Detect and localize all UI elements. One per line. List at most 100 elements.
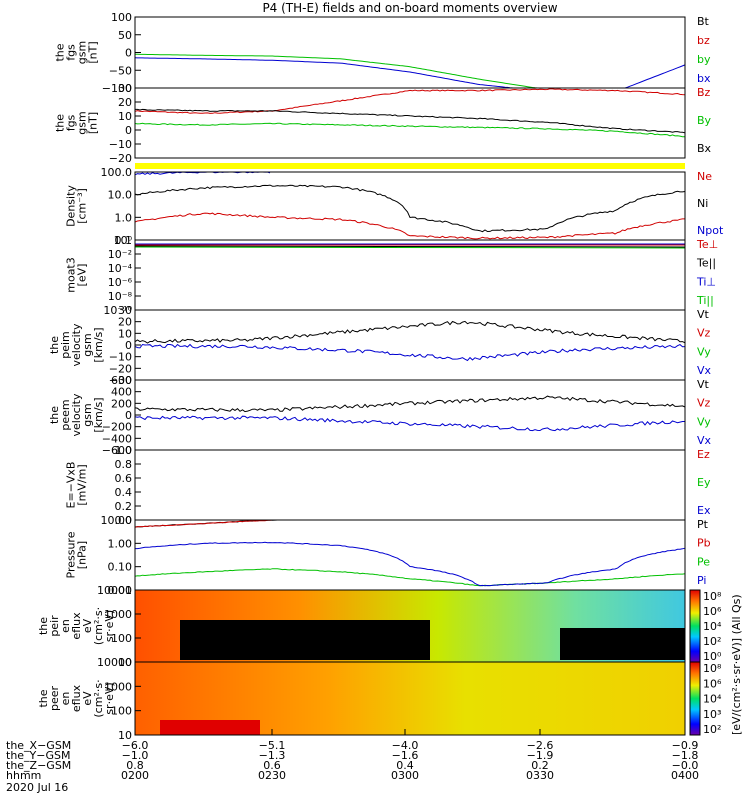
ylabel-temperature: moat3 (65, 257, 78, 293)
ytick-label: 10⁻¹⁰ (103, 304, 132, 317)
peir-low-flux-region-2 (560, 628, 685, 660)
series-by-line (134, 122, 685, 138)
xaxis-value: −6.0 (122, 739, 149, 752)
ylabel-peir-spectrogram: eV (81, 618, 94, 633)
colorbar-tick: 10² (703, 723, 721, 736)
colorbar-tick: 10⁴ (703, 620, 722, 633)
ytick-label: 0 (125, 47, 132, 60)
legend-bt: Bt (697, 15, 710, 28)
ylabel-efield: [mV/m] (76, 464, 89, 505)
ytick-label: 20 (118, 96, 132, 109)
legend-ey: Ey (697, 476, 711, 489)
colorbar-tick: 10⁶ (703, 677, 722, 690)
ylabel-peer-spectrogram: (cm²·s· (92, 679, 105, 717)
temperature-green-line (134, 246, 686, 249)
ylabel-peem-velocity: [km/s] (92, 397, 105, 432)
legend-by: by (697, 53, 711, 66)
ylabel-peir-spectrogram: peir (48, 615, 61, 637)
legend-ni: Ni (697, 197, 708, 210)
panel-frame-peem-velocity (134, 379, 686, 451)
ytick-label: 10⁻⁶ (108, 276, 133, 289)
legend-by: By (697, 114, 712, 127)
ylabel-peim-velocity: [km/s] (92, 327, 105, 362)
legend-vy: Vy (697, 345, 711, 358)
ytick-label: 100 (111, 632, 132, 645)
legend-bx: bx (697, 72, 711, 85)
colorbar-tick: 10⁸ (703, 662, 722, 675)
xaxis-value: −2.6 (527, 739, 554, 752)
legend-bz: bz (697, 34, 710, 47)
ylabel-peim-velocity: peim (59, 331, 72, 359)
ytick-label: 0.4 (115, 486, 133, 499)
legend-bz: Bz (697, 86, 711, 99)
panel-frame-fgs-gsm-zoom (134, 87, 686, 159)
ytick-label: 0.8 (115, 458, 133, 471)
ytick-label: 400 (111, 386, 132, 399)
xaxis-value: 0.4 (396, 759, 414, 772)
ylabel-fgs-gsm-zoom: the (54, 114, 67, 132)
ytick-label: 0.10 (108, 561, 133, 574)
ytick-label: 0 (125, 339, 132, 352)
ylabel-peir-spectrogram: the (37, 617, 50, 635)
ylabel-fgs-gsm-zoom: [nT] (87, 112, 100, 134)
ylabel-pressure: [nPa] (76, 541, 89, 569)
xaxis-row-label: the_Z−GSM (6, 759, 71, 772)
ylabel-peir-spectrogram: en (59, 619, 72, 633)
ytick-label: 100 (111, 705, 132, 718)
ylabel-peer-spectrogram: the (37, 689, 50, 707)
panel-frame-fgs-gsm (134, 16, 686, 89)
panel-frame-efield (134, 449, 686, 521)
ytick-label: 10000 (97, 584, 132, 597)
ylabel-peim-velocity: gsm (81, 333, 94, 356)
panel-frame-temperature (134, 239, 686, 311)
legend-vz: Vz (697, 397, 711, 410)
legend-te: Te|| (696, 257, 716, 270)
ytick-label: 0 (125, 409, 132, 422)
ytick-label: 0.2 (115, 500, 133, 513)
ytick-label: 10.0 (108, 189, 133, 202)
xaxis-value: 0230 (258, 769, 286, 782)
xaxis-value: 0400 (671, 769, 699, 782)
legend-vx: Vx (697, 434, 712, 447)
ylabel-peem-velocity: velocity (70, 393, 83, 436)
xaxis-value: −1.6 (392, 749, 419, 762)
ytick-label: −10 (109, 138, 132, 151)
panel-frame-density (134, 171, 686, 241)
colorbar-tick: 10² (703, 635, 721, 648)
legend-npot: Npot (697, 224, 724, 237)
ylabel-peim-velocity: velocity (70, 323, 83, 366)
plot-title: P4 (TH-E) fields and on-board moments ov… (262, 1, 558, 15)
plot-content: 100500−50−100thefgsgsm[nT]Btbzbybx302010… (6, 11, 743, 794)
xaxis-value: 0.6 (263, 759, 281, 772)
series-vt-line (134, 395, 686, 413)
ylabel-peer-spectrogram: en (59, 692, 72, 706)
ytick-label: 100.0 (101, 166, 133, 179)
colorbar-tick: 10⁰ (703, 650, 722, 663)
ylabel-fgs-gsm: the (54, 43, 67, 61)
xaxis-value: −4.0 (392, 739, 419, 752)
colorbar-tick: 10⁶ (703, 605, 722, 618)
colorbar-label: [eV/(cm²·s·sr·eV)] (All Qs) (730, 594, 743, 735)
xaxis-value: 0.2 (531, 759, 549, 772)
ytick-label: 20 (118, 316, 132, 329)
ytick-label: −600 (102, 444, 132, 457)
ytick-label: 1.0 (115, 211, 133, 224)
series-pt-line (134, 519, 408, 528)
legend-ti: Ti⊥ (696, 275, 716, 288)
ylabel-peer-spectrogram: eV (81, 691, 94, 706)
ylabel-density: Density (65, 185, 78, 227)
ylabel-peem-velocity: the (48, 406, 61, 424)
ylabel-temperature: [eV] (76, 264, 89, 287)
ytick-label: 0.1 (115, 234, 133, 247)
xaxis-value: 0200 (121, 769, 149, 782)
ylabel-efield: E=−VxB (65, 462, 78, 509)
xaxis-value: −1.0 (122, 749, 149, 762)
colorbar-tick: 10⁴ (703, 693, 722, 706)
ylabel-peer-spectrogram: peer (48, 686, 61, 712)
legend-vt: Vt (697, 308, 710, 321)
series-bx-line (134, 57, 686, 89)
legend-pe: Pe (697, 555, 710, 568)
ylabel-peer-spectrogram: sr·eV) (103, 682, 116, 714)
xaxis-value: 0330 (526, 769, 554, 782)
